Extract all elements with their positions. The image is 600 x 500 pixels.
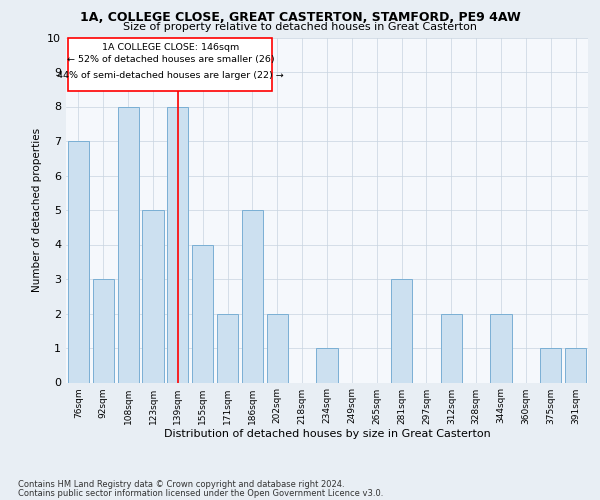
- Bar: [391, 279, 412, 382]
- Text: Contains HM Land Registry data © Crown copyright and database right 2024.: Contains HM Land Registry data © Crown c…: [18, 480, 344, 489]
- FancyBboxPatch shape: [68, 38, 272, 91]
- Bar: [267, 314, 288, 382]
- Text: Size of property relative to detached houses in Great Casterton: Size of property relative to detached ho…: [123, 22, 477, 32]
- Bar: [142, 210, 164, 382]
- Bar: [242, 210, 263, 382]
- Bar: [93, 279, 114, 382]
- Y-axis label: Number of detached properties: Number of detached properties: [32, 128, 41, 292]
- Bar: [167, 106, 188, 382]
- Bar: [490, 314, 512, 382]
- Bar: [316, 348, 338, 382]
- Bar: [217, 314, 238, 382]
- Text: ← 52% of detached houses are smaller (26): ← 52% of detached houses are smaller (26…: [67, 56, 274, 64]
- X-axis label: Distribution of detached houses by size in Great Casterton: Distribution of detached houses by size …: [164, 430, 490, 440]
- Text: 1A COLLEGE CLOSE: 146sqm: 1A COLLEGE CLOSE: 146sqm: [102, 42, 239, 51]
- Bar: [192, 244, 213, 382]
- Bar: [118, 106, 139, 382]
- Bar: [441, 314, 462, 382]
- Text: 44% of semi-detached houses are larger (22) →: 44% of semi-detached houses are larger (…: [57, 71, 284, 80]
- Bar: [565, 348, 586, 382]
- Text: Contains public sector information licensed under the Open Government Licence v3: Contains public sector information licen…: [18, 488, 383, 498]
- Bar: [68, 141, 89, 382]
- Bar: [540, 348, 561, 382]
- Text: 1A, COLLEGE CLOSE, GREAT CASTERTON, STAMFORD, PE9 4AW: 1A, COLLEGE CLOSE, GREAT CASTERTON, STAM…: [80, 11, 520, 24]
